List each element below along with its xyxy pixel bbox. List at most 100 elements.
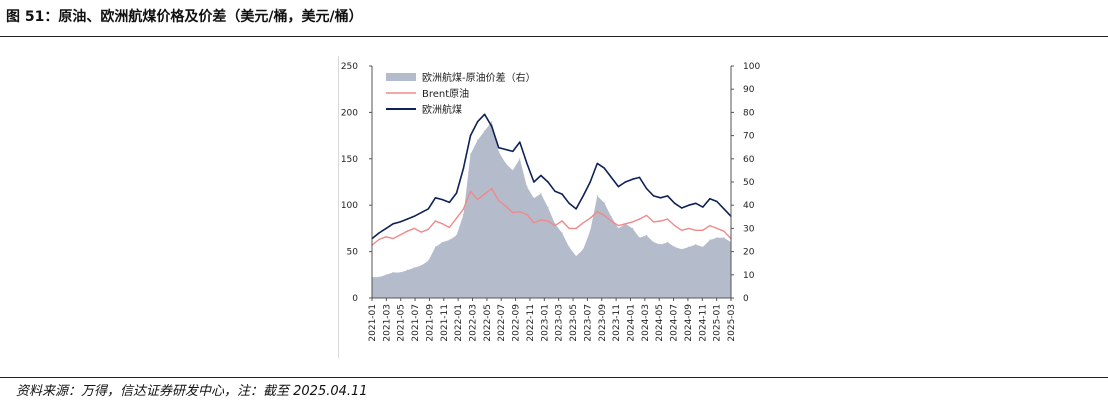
jet-fuel-point — [568, 202, 570, 204]
right-tick-label: 90 — [743, 85, 755, 95]
brent-point — [385, 236, 387, 238]
brent-point — [610, 220, 612, 222]
x-tick-label: 2024-09 — [684, 304, 694, 342]
spread-point — [702, 246, 704, 248]
jet-fuel-point — [709, 198, 711, 200]
spread-point — [526, 186, 528, 188]
spread-point — [568, 246, 570, 248]
x-tick-label: 2024-05 — [655, 304, 665, 342]
x-tick-label: 2023-07 — [583, 304, 593, 342]
x-tick-label: 2021-07 — [411, 304, 421, 342]
spread-point — [547, 206, 549, 209]
brent-point — [666, 218, 669, 220]
brent-point — [547, 220, 549, 222]
jet-fuel-point — [512, 150, 514, 153]
spread-series-layer — [371, 121, 732, 298]
spread-point — [413, 267, 415, 269]
spread-point — [596, 195, 598, 197]
spread-point — [589, 230, 591, 232]
spread-point — [554, 223, 556, 225]
jet-fuel-point — [413, 215, 415, 217]
jet-fuel-point — [688, 204, 690, 206]
spread-point — [638, 237, 641, 239]
brent-point — [589, 217, 591, 219]
bottom-rule — [0, 377, 1108, 378]
spread-point — [378, 276, 380, 278]
x-tick-label: 2022-07 — [497, 304, 507, 342]
brent-point — [427, 228, 429, 230]
spread-point — [667, 241, 669, 243]
legend-label: Brent原油 — [422, 87, 469, 100]
brent-point — [674, 224, 676, 227]
axes-layer: 0 50 100 150 200 250 0 10 20 30 40 50 60 70 80 90 100 202… — [341, 62, 761, 342]
brent-point — [483, 193, 486, 195]
legend-swatch-spread — [386, 73, 416, 81]
jet-fuel-point — [610, 176, 612, 179]
jet-fuel-point — [645, 187, 648, 190]
spread-point — [653, 241, 655, 243]
right-tick-label: 20 — [743, 248, 755, 258]
x-tick-label: 2022-01 — [454, 304, 464, 342]
spread-point — [716, 237, 718, 239]
brent-point — [406, 230, 408, 232]
brent-point — [554, 224, 556, 227]
jet-fuel-point — [441, 198, 444, 201]
spread-point — [385, 274, 387, 276]
brent-point — [476, 198, 479, 201]
spread-point — [455, 234, 458, 236]
jet-fuel-point — [617, 185, 620, 188]
spread-point — [681, 248, 683, 250]
brent-point — [498, 199, 500, 202]
brent-point — [723, 230, 725, 232]
jet-fuel-point — [448, 201, 451, 204]
brent-point — [378, 238, 380, 241]
brent-point — [596, 211, 598, 213]
spread-point — [420, 264, 422, 267]
x-tick-label: 2021-09 — [425, 304, 435, 342]
brent-point — [617, 224, 620, 227]
spread-point — [674, 246, 676, 248]
jet-fuel-point — [681, 207, 683, 209]
brent-point — [645, 214, 648, 217]
brent-point — [505, 205, 507, 207]
brent-point — [519, 211, 521, 213]
spread-point — [512, 169, 514, 171]
chart-frame-left-border — [338, 56, 339, 358]
spread-point — [575, 255, 577, 257]
brent-point — [526, 213, 528, 216]
brent-point — [709, 224, 711, 227]
brent-point — [462, 208, 465, 210]
x-tick-label: 2022-09 — [512, 304, 522, 342]
jet-fuel-point — [603, 167, 605, 169]
x-tick-label: 2023-03 — [555, 304, 565, 342]
jet-fuel-point — [505, 148, 507, 151]
right-tick-label: 40 — [743, 201, 755, 211]
jet-fuel-point — [399, 221, 401, 223]
jet-fuel-point — [476, 121, 479, 123]
brent-point — [441, 223, 444, 225]
jet-fuel-point — [582, 195, 584, 197]
jet-fuel-point — [392, 223, 394, 225]
spread-point — [491, 121, 493, 123]
brent-point — [413, 227, 415, 230]
right-tick-label: 80 — [743, 108, 755, 118]
right-tick-label: 0 — [743, 294, 749, 304]
jet-fuel-point — [526, 162, 528, 165]
left-tick-label: 100 — [341, 201, 358, 211]
brent-point — [512, 211, 514, 214]
spread-point — [660, 244, 662, 246]
brent-point — [561, 220, 563, 222]
figure-title: 图 51：原油、欧洲航煤价格及价差（美元/桶，美元/桶） — [6, 9, 363, 25]
jet-fuel-point — [702, 206, 704, 208]
brent-point — [702, 229, 704, 231]
right-tick-label: 10 — [743, 271, 755, 281]
x-tick-label: 2023-05 — [569, 304, 579, 342]
spread-point — [631, 227, 634, 229]
jet-fuel-point — [483, 113, 486, 116]
left-tick-label: 50 — [347, 248, 359, 258]
x-tick-label: 2022-05 — [483, 304, 493, 342]
spread-point — [723, 237, 725, 239]
brent-point — [681, 229, 683, 231]
legend-label: 欧洲航煤 — [422, 103, 462, 116]
spread-point — [505, 162, 507, 164]
